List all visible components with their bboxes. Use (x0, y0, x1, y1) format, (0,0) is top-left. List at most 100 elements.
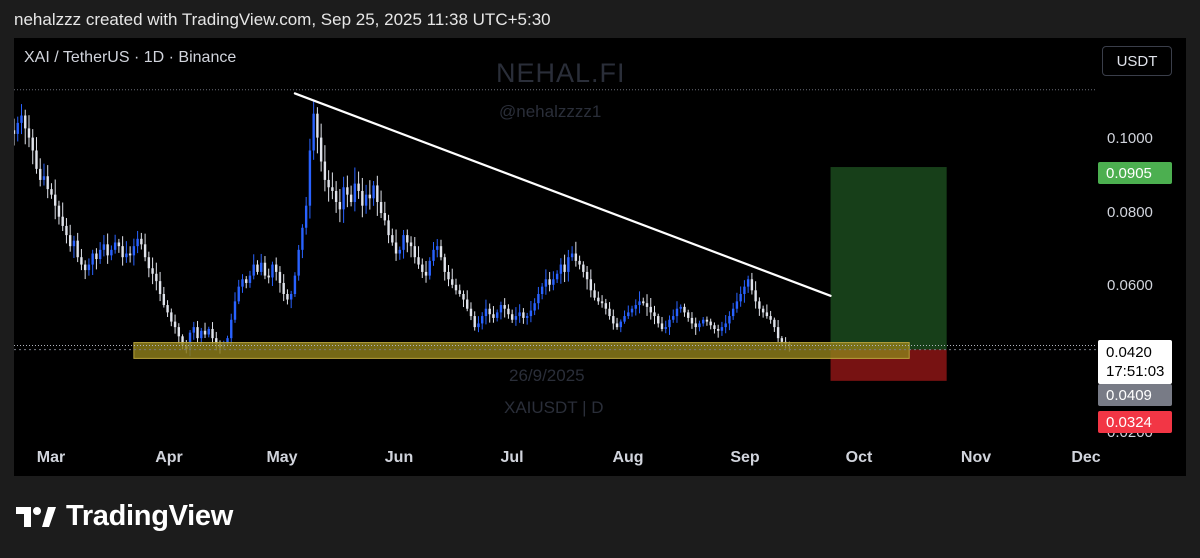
candle-body (462, 294, 465, 300)
candle-body (421, 264, 424, 272)
candle-body (364, 194, 368, 206)
support-zone (133, 342, 910, 359)
candle-body (121, 246, 124, 258)
candle-body (102, 244, 106, 250)
candle-body (125, 253, 128, 258)
stop-price-badge: 0.0324 (1098, 411, 1172, 433)
candle-body (24, 115, 27, 129)
x-tick-label: Nov (960, 449, 992, 466)
countdown-label: 17:51:03 (1106, 363, 1165, 380)
currency-button[interactable]: USDT (1102, 46, 1172, 76)
candle-body (346, 187, 349, 195)
candle-body (83, 264, 87, 271)
tradingview-logo[interactable]: TradingView (16, 500, 233, 533)
candle-body (181, 336, 184, 346)
candle-body (293, 275, 297, 294)
candle-body (110, 249, 113, 256)
chart-panel[interactable]: XAI / TetherUS · 1D · Binance USDT NEHAL… (14, 38, 1186, 476)
candle-body (402, 235, 405, 250)
candle-body (765, 312, 769, 317)
candle-body (466, 299, 469, 309)
candle-body (776, 327, 780, 339)
candle-body (544, 279, 548, 287)
candle-body (16, 122, 19, 134)
candle-body (226, 338, 229, 344)
candle-body (230, 319, 233, 339)
candle-body (495, 312, 499, 318)
candle-body (196, 327, 199, 339)
candle-body (42, 176, 46, 180)
candle-body (260, 262, 263, 272)
candle-body (158, 281, 162, 294)
candle-body (469, 308, 473, 317)
candle-body (282, 282, 285, 294)
x-tick-label: Apr (155, 449, 183, 466)
target-zone (830, 167, 947, 350)
candle-body (638, 301, 641, 306)
candle-body (203, 330, 207, 335)
entry-price-badge: 0.0409 (1098, 384, 1172, 406)
candle-body (589, 279, 593, 291)
candle-body (106, 244, 109, 256)
candle-body (372, 185, 375, 199)
candle-body (61, 216, 64, 226)
candle-body (724, 323, 727, 328)
candle-body (570, 253, 574, 258)
candle-body (660, 323, 664, 329)
candle-body (289, 294, 293, 300)
candle-body (65, 225, 68, 236)
candle-body (136, 238, 139, 247)
candle-body (46, 176, 49, 190)
candle-body (675, 308, 679, 317)
chart-caption: nehalzzz created with TradingView.com, S… (14, 10, 551, 29)
price-chart[interactable] (14, 38, 1186, 476)
candle-body (428, 260, 431, 276)
candle-body (507, 308, 510, 315)
candle-body (409, 242, 413, 247)
candle-body (668, 319, 671, 328)
candle-body (319, 137, 323, 162)
candle-body (413, 246, 416, 258)
candle-body (35, 150, 38, 169)
candle-body (488, 308, 491, 315)
candle-body (406, 235, 409, 243)
candle-body (492, 314, 495, 318)
candle-body (368, 194, 372, 199)
candle-body (143, 244, 147, 258)
candle-body (630, 308, 634, 313)
candle-body (503, 305, 506, 309)
candle-body (391, 235, 394, 243)
candle-body (439, 246, 443, 258)
candle-body (91, 253, 94, 265)
candle-body (312, 113, 315, 151)
candle-body (731, 308, 735, 317)
candle-body (155, 273, 158, 282)
candle-body (151, 268, 154, 274)
x-tick-label: Jun (384, 449, 414, 466)
candle-body (477, 323, 480, 328)
candle-body (50, 189, 53, 195)
candle-body (484, 308, 488, 317)
candle-body (533, 303, 536, 311)
candle-body (619, 321, 622, 328)
candle-body (585, 271, 589, 280)
watermark-symbol: XAIUSDT | D (504, 398, 604, 417)
candle-body (177, 327, 181, 337)
y-tick-label: 0.1000 (1107, 130, 1153, 147)
candle-body (31, 137, 34, 151)
candle-body (192, 327, 195, 333)
candle-body (95, 253, 98, 260)
candle-body (672, 316, 675, 320)
candle-body (76, 240, 79, 258)
candle-body (608, 308, 611, 317)
candle-body (263, 262, 267, 276)
candle-body (690, 317, 694, 324)
symbol-title[interactable]: XAI / TetherUS · 1D · Binance (24, 49, 237, 66)
candle-body (578, 260, 581, 265)
x-tick-label: Oct (845, 449, 873, 466)
candle-body (735, 301, 739, 309)
candle-body (267, 275, 270, 278)
candle-body (447, 271, 450, 280)
candle-body (27, 128, 31, 138)
candle-body (14, 130, 16, 134)
